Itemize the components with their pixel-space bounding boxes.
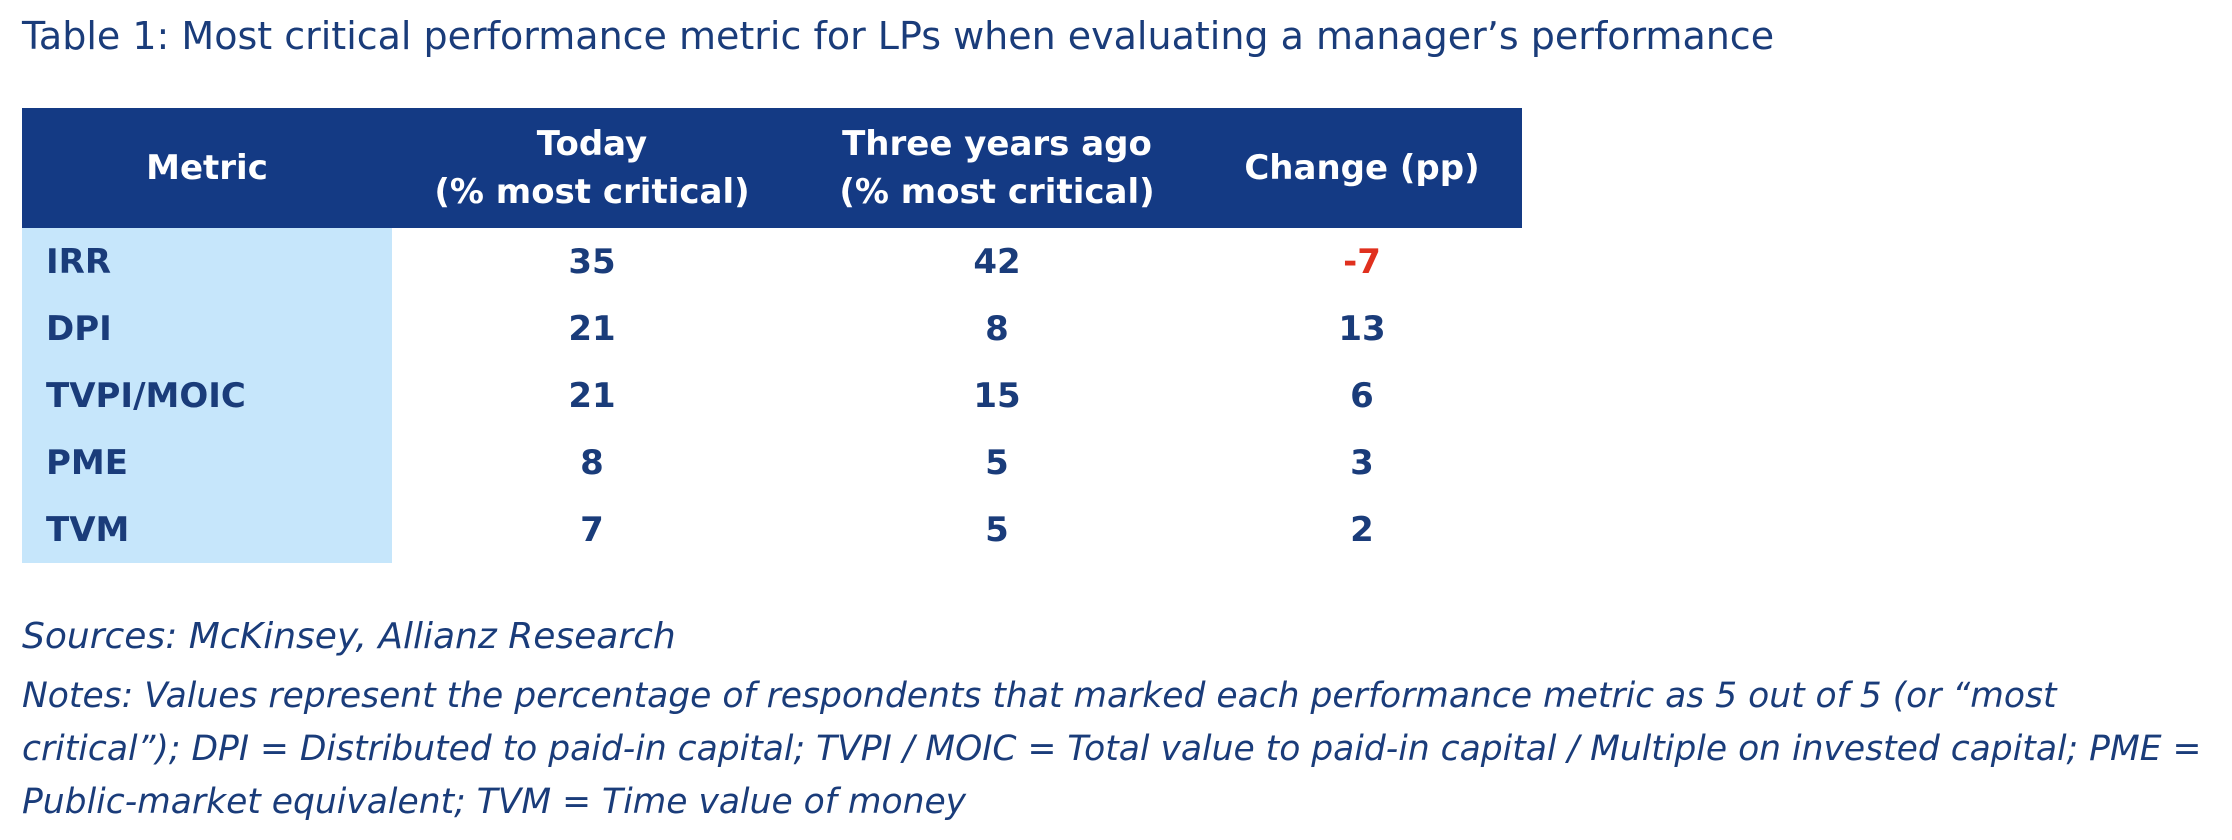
change-cell: 6 xyxy=(1350,375,1374,416)
three-years-ago-cell: 5 xyxy=(985,509,1009,550)
metrics-table: Metric Today (% most critical) Three yea… xyxy=(22,108,1522,563)
sources-note: Sources: McKinsey, Allianz Research xyxy=(22,616,676,657)
table-row: PME 8 5 3 xyxy=(22,429,1522,496)
table-title: Table 1: Most critical performance metri… xyxy=(22,14,1775,58)
today-cell: 8 xyxy=(580,442,604,483)
three-years-ago-cell: 42 xyxy=(973,241,1021,282)
header-three-years-ago: Three years ago (% most critical) xyxy=(839,124,1155,212)
metric-cell: IRR xyxy=(22,228,392,295)
table-header: Metric Today (% most critical) Three yea… xyxy=(22,108,1522,228)
table-row: DPI 21 8 13 xyxy=(22,295,1522,362)
today-cell: 21 xyxy=(568,375,616,416)
change-cell: 3 xyxy=(1350,442,1374,483)
header-metric: Metric xyxy=(146,148,268,188)
table-row: TVM 7 5 2 xyxy=(22,496,1522,563)
today-cell: 21 xyxy=(568,308,616,349)
table-row: TVPI/MOIC 21 15 6 xyxy=(22,362,1522,429)
header-today: Today (% most critical) xyxy=(434,124,750,212)
metric-cell: PME xyxy=(22,429,392,496)
three-years-ago-cell: 8 xyxy=(985,308,1009,349)
change-cell: 13 xyxy=(1338,308,1386,349)
three-years-ago-cell: 15 xyxy=(973,375,1021,416)
table-body: IRR 35 42 -7 DPI 21 8 13 TVPI/MOIC 21 15… xyxy=(22,228,1522,563)
today-cell: 35 xyxy=(568,241,616,282)
three-years-ago-cell: 5 xyxy=(985,442,1009,483)
table-row: IRR 35 42 -7 xyxy=(22,228,1522,295)
today-cell: 7 xyxy=(580,509,604,550)
header-change: Change (pp) xyxy=(1244,148,1480,188)
notes-text: Notes: Values represent the percentage o… xyxy=(22,676,2202,822)
change-cell: -7 xyxy=(1343,241,1381,282)
metric-cell: TVM xyxy=(22,496,392,563)
metric-cell: DPI xyxy=(22,295,392,362)
header-row: Metric Today (% most critical) Three yea… xyxy=(22,108,1522,228)
metric-cell: TVPI/MOIC xyxy=(22,362,392,429)
change-cell: 2 xyxy=(1350,509,1374,550)
